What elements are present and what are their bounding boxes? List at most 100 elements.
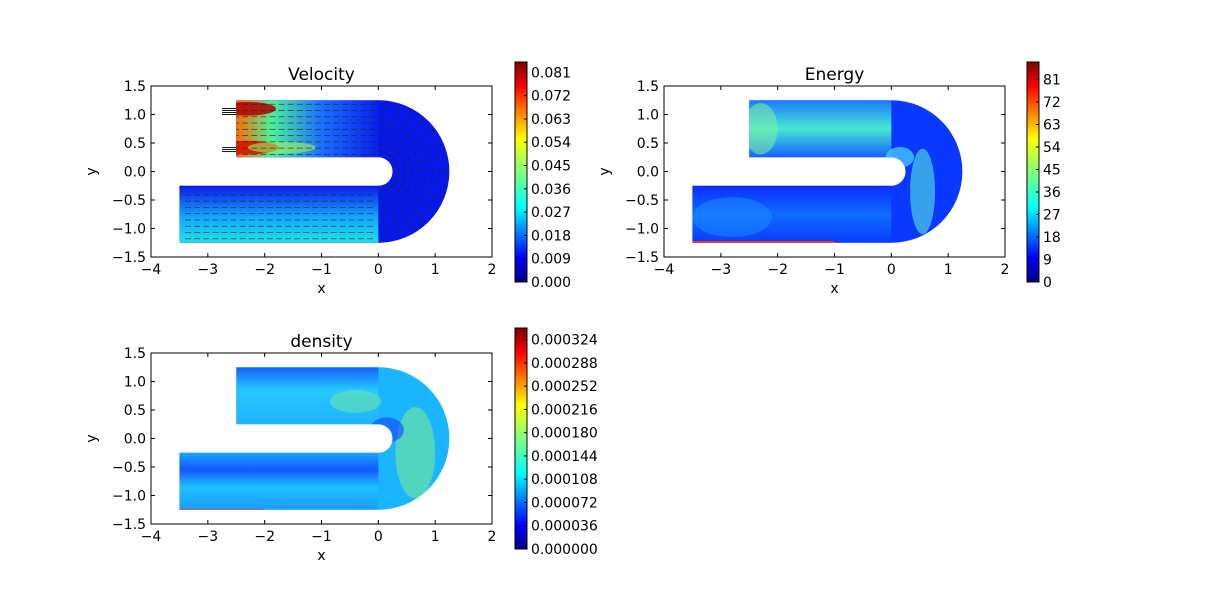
quiver-arrow [397, 152, 401, 157]
colorbar-tick-label: 9 [1043, 253, 1052, 269]
quiver-arrow [396, 163, 399, 168]
colorbar-tick-label: 45 [1043, 163, 1061, 179]
y-tick-label: −1.0 [112, 222, 146, 238]
x-tick-label: 2 [488, 529, 497, 545]
colorbar-gradient [514, 61, 528, 283]
quiver-arrow [408, 181, 411, 186]
x-tick-label: 1 [431, 262, 440, 278]
quiver-arrow [411, 128, 416, 133]
quiver-arrow [397, 172, 400, 177]
quiver-arrow [402, 179, 405, 183]
quiver-arrow [414, 184, 417, 189]
colorbar-tick-label: 0.018 [531, 228, 571, 244]
quiver-arrow [400, 193, 404, 198]
quiver-arrow [423, 158, 426, 163]
jet-mix [247, 141, 316, 154]
quiver-arrow [397, 204, 402, 208]
x-tick-label: 0 [374, 529, 383, 545]
y-tick-label: 1.0 [637, 108, 659, 124]
colorbar: 0.000 0.009 0.018 0.027 0.036 0.045 0.054 0.063… [514, 61, 571, 291]
quiver-arrow [415, 196, 419, 201]
quiver-arrow [397, 234, 403, 237]
energy-subplot: −4 −3 −2 −1 0 1 2 −1.5 −1.0 −0.5 0.0 0.5 1.0 1.5 Energ… [597, 61, 1061, 297]
quiver-arrow [399, 184, 403, 188]
quiver-arrow [394, 198, 399, 202]
y-tick-label: 1.5 [124, 346, 146, 362]
x-tick-label: −2 [254, 529, 275, 545]
y-tick-label: −0.5 [625, 193, 659, 209]
quiver-arrow [384, 189, 389, 191]
colorbar-tick-label: 0.000252 [531, 379, 598, 395]
y-axis-label: y [84, 434, 100, 442]
chart-title: Velocity [288, 65, 355, 85]
colorbar-tick-label: 0.063 [531, 112, 571, 128]
x-axis-label: x [317, 548, 325, 564]
x-tick-label: −3 [711, 262, 732, 278]
quiver-arrow [403, 162, 405, 167]
y-tick-label: −1.5 [625, 250, 659, 266]
quiver-arrow [438, 141, 441, 146]
quiver-arrow [426, 204, 430, 209]
quiver-arrow [437, 181, 439, 186]
quiver-arrow [410, 175, 413, 180]
lower-channel-field [179, 452, 379, 510]
y-tick-label: 0.0 [124, 432, 146, 448]
colorbar-tick-label: 0.000108 [531, 472, 598, 488]
x-tick-label: 1 [431, 529, 440, 545]
quiver-arrow [391, 183, 395, 187]
tip-swirl [885, 146, 915, 168]
x-axis-label: x [830, 281, 838, 297]
x-tick-label: −2 [254, 262, 275, 278]
quiver-arrow [408, 144, 412, 149]
y-tick-label: 0.5 [124, 403, 146, 419]
x-tick-label: −4 [141, 262, 162, 278]
quiver-arrow [414, 140, 418, 145]
lower-blob [692, 197, 772, 238]
quiver-arrow [436, 155, 439, 160]
field-heatmap [179, 367, 450, 510]
quiver-arrow [407, 222, 412, 226]
quiver-arrow [394, 221, 399, 224]
quiver-arrow [394, 159, 398, 164]
quiver-arrow [401, 210, 405, 214]
x-tick-label: −3 [198, 529, 219, 545]
quiver-arrow [380, 150, 385, 154]
colorbar-tick-label: 0.000036 [531, 519, 598, 535]
colorbar-tick-label: 0.009 [531, 252, 571, 268]
quiver-arrow [385, 138, 390, 141]
colorbar-tick-label: 0.000324 [531, 333, 598, 349]
x-tick-label: 0 [374, 262, 383, 278]
quiver-arrow [430, 157, 432, 162]
wall-hotspot [692, 241, 835, 243]
bend-high-density [395, 407, 436, 499]
colorbar-tick-label: 27 [1043, 208, 1061, 224]
colorbar-tick-label: 0 [1043, 275, 1052, 291]
y-tick-label: 1.0 [124, 375, 146, 391]
colorbar-tick-label: 72 [1043, 95, 1061, 111]
quiver-arrow [393, 180, 397, 184]
field-heatmap [692, 100, 963, 243]
quiver-arrow [406, 116, 410, 120]
quiver-arrow [443, 182, 446, 187]
quiver-arrow [425, 133, 429, 137]
quiver-arrow [419, 136, 423, 141]
density-subplot: −4 −3 −2 −1 0 1 2 −1.5 −1.0 −0.5 0.0 0.5 1.0 1.5 densi… [84, 327, 598, 564]
colorbar-tick-label: 0.000072 [531, 495, 598, 511]
quiver-arrow [413, 209, 418, 213]
x-tick-label: 2 [1001, 262, 1010, 278]
colorbar-tick-label: 36 [1043, 185, 1061, 201]
y-tick-label: −1.5 [112, 250, 146, 266]
x-tick-label: −1 [824, 262, 845, 278]
quiver-arrow [392, 156, 395, 161]
colorbar-tick-label: 0.054 [531, 135, 571, 151]
colorbar: 0 9 18 27 36 45 54 63 72 81 [1026, 61, 1061, 291]
colorbar-tick-label: 0.000288 [531, 356, 598, 372]
quiver-arrow [426, 146, 429, 151]
x-tick-label: 0 [887, 262, 896, 278]
quiver-arrow [402, 138, 407, 143]
colorbar-gradient [514, 327, 528, 550]
quiver-arrow [403, 173, 406, 178]
colorbar-tick-label: 54 [1043, 140, 1061, 156]
y-tick-label: 1.5 [124, 79, 146, 95]
lower-channel-field [179, 185, 379, 243]
